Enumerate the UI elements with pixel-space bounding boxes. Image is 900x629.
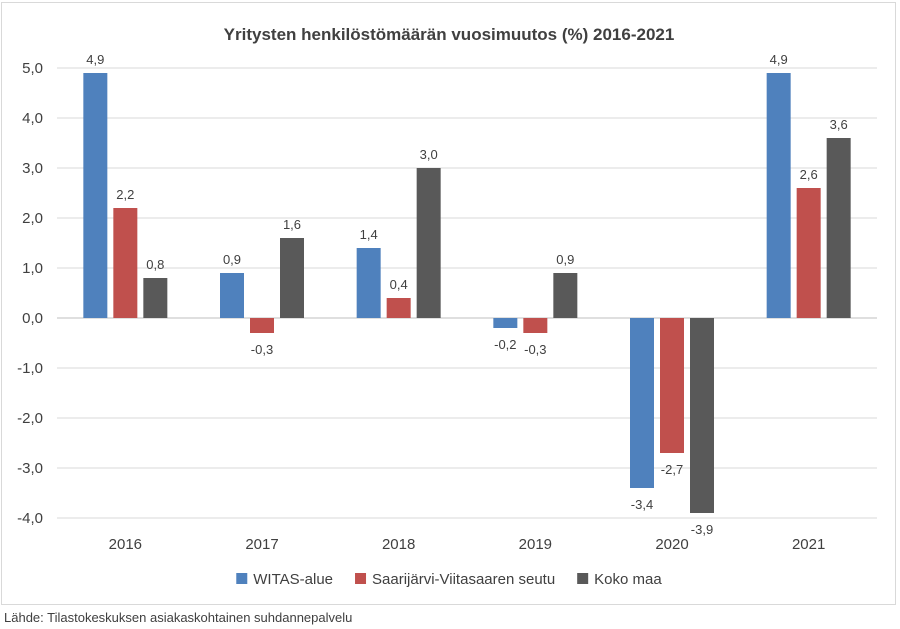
y-tick-label: 2,0 [22,210,43,227]
x-category-label: 2019 [519,536,552,553]
bar [113,208,138,318]
x-category-label: 2016 [109,536,142,553]
data-label: -2,7 [661,462,683,477]
y-tick-label: 5,0 [22,60,43,77]
bar [416,168,441,318]
bar [386,298,411,318]
legend-label: WITAS-alue [253,571,333,588]
bar [143,278,168,318]
x-category-label: 2021 [792,536,825,553]
bar [83,73,108,318]
bars [83,73,851,513]
data-label: 3,6 [830,117,848,132]
bar [630,318,654,488]
bar [356,248,381,318]
data-label: 0,9 [556,252,574,267]
bar [826,138,851,318]
bar [280,238,304,318]
bar [220,273,244,318]
bar [250,318,274,333]
legend-swatch [577,573,589,584]
y-tick-label: -4,0 [17,510,43,527]
data-label: -3,9 [691,522,713,537]
x-category-label: 2020 [655,536,688,553]
bar [523,318,548,333]
bar [553,273,578,318]
legend: WITAS-alue Saarijärvi-Viitasaaren seutu Ko… [236,571,662,588]
source-note: Lähde: Tilastokeskuksen asiakaskohtainen… [4,610,353,625]
y-tick-label: 0,0 [22,310,43,327]
legend-swatch [236,573,248,584]
data-label: 4,9 [770,52,788,67]
chart-title: Yritysten henkilöstömäärän vuosimuutos (… [224,25,675,44]
bar [660,318,684,453]
y-tick-label: -2,0 [17,410,43,427]
y-tick-label: -3,0 [17,460,43,477]
data-labels: 4,9 0,9 1,4 -0,2 -3,4 4,9 2,2 -0,3 0,4 -0,3 -2,7 2,… [86,52,847,537]
y-tick-label: 1,0 [22,260,43,277]
gridlines [57,67,877,519]
data-label: -0,2 [494,337,516,352]
data-label: -0,3 [251,342,273,357]
data-label: 0,9 [223,252,241,267]
data-label: 0,4 [390,277,408,292]
data-label: -3,4 [631,497,653,512]
data-label: 2,6 [800,167,818,182]
data-label: 2,2 [116,187,134,202]
x-category-label: 2017 [245,536,278,553]
y-tick-label: 3,0 [22,160,43,177]
y-tick-label: 4,0 [22,110,43,127]
bar [766,73,791,318]
legend-swatch [355,573,367,584]
y-axis-ticks: 5,0 4,0 3,0 2,0 1,0 0,0 -1,0 -2,0 -3,0 -4,0 [17,60,43,527]
legend-label: Koko maa [594,571,662,588]
bar [493,318,518,328]
data-label: 4,9 [86,52,104,67]
chart-frame [1,2,896,605]
data-label: -0,3 [524,342,546,357]
x-axis-categories: 2016 2017 2018 2019 2020 2021 [109,536,826,553]
data-label: 1,6 [283,217,301,232]
bar [690,318,714,513]
legend-label: Saarijärvi-Viitasaaren seutu [372,571,555,588]
y-tick-label: -1,0 [17,360,43,377]
x-category-label: 2018 [382,536,415,553]
bar [796,188,821,318]
data-label: 3,0 [420,147,438,162]
data-label: 1,4 [360,227,378,242]
data-label: 0,8 [146,257,164,272]
